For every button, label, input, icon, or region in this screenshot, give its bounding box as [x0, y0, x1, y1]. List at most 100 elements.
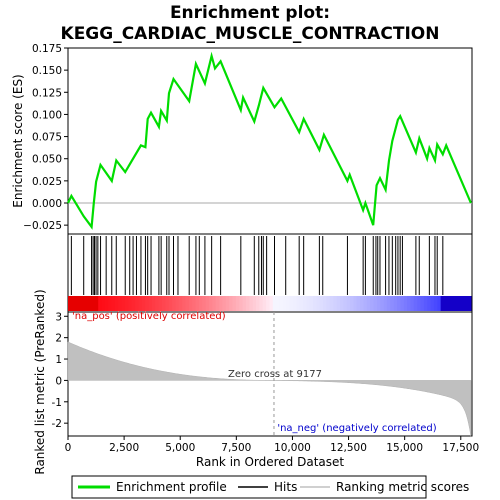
rank-bar-segment — [78, 296, 83, 311]
es-y-axis-label: Enrichment score (ES) — [11, 74, 25, 207]
rank-bar-segment — [242, 296, 247, 311]
rank-bar-segment — [182, 296, 187, 311]
hits-group — [70, 236, 444, 295]
rank-bar-segment — [360, 296, 365, 311]
rank-bar-segment — [125, 296, 130, 311]
rank-bar-segment — [145, 296, 150, 311]
x-tick-label: 10,000 — [274, 442, 311, 454]
rank-bar-segment — [158, 296, 163, 311]
rank-bar-segment — [178, 296, 183, 311]
es-y-tick-label: −0.025 — [23, 220, 62, 232]
rank-bar-segment — [289, 296, 294, 311]
rank-bar-segment — [198, 296, 203, 311]
rank-bar-segment — [326, 296, 331, 311]
rank-bar-segment — [151, 296, 156, 311]
rank-bar-segment — [339, 296, 344, 311]
rank-bar-segment — [202, 296, 207, 311]
es-curve — [67, 51, 472, 230]
rank-bar-segment — [108, 296, 113, 311]
rank-bar-segment — [370, 296, 375, 311]
rank-bar-segment — [454, 296, 459, 311]
x-axis-label: Rank in Ordered Dataset — [196, 455, 344, 469]
rank-bar-segment — [118, 296, 123, 311]
rank-bar-segment — [209, 296, 213, 311]
rank-bar-segment — [447, 296, 452, 311]
rank-bar-segment — [319, 296, 324, 311]
rank-bar-segment — [84, 296, 89, 311]
rank-color-bar — [68, 296, 472, 311]
es-curve-group — [67, 51, 472, 230]
rank-bar-segment — [440, 296, 445, 311]
metric-y-axis-label: Ranked list metric (PreRanked) — [33, 289, 47, 474]
rank-bar-segment — [460, 296, 465, 311]
es-y-tick-label: 0.000 — [32, 198, 62, 210]
rank-bar-segment — [403, 296, 408, 311]
x-axis: 0 2,500 5,000 7,500 10,000 12,500 15,000 17,500 — [65, 436, 479, 454]
rank-bar-segment — [128, 296, 133, 311]
legend-enrichment-label: Enrichment profile — [116, 480, 227, 494]
chart-title-line2: KEGG_CARDIAC_MUSCLE_CONTRACTION — [61, 24, 440, 44]
rank-bar-segment — [104, 296, 109, 311]
rank-bar-segment — [205, 296, 210, 311]
rank-bar-segment — [373, 296, 378, 311]
rank-bar-segment — [232, 296, 237, 311]
x-tick-label: 12,500 — [330, 442, 367, 454]
rank-bar-segment — [400, 296, 405, 311]
metric-group: -2 -1 0 1 2 3 — [52, 311, 472, 438]
rank-bar-segment — [433, 296, 438, 311]
rank-bar-segment — [316, 296, 321, 311]
rank-bar-segment — [410, 296, 415, 311]
rank-bar-segment — [380, 296, 385, 311]
rank-bar-segment — [74, 296, 79, 311]
metric-y-tick-label: -2 — [52, 418, 62, 430]
rank-bar-segment — [259, 296, 264, 311]
x-tick-label: 7,500 — [221, 442, 251, 454]
x-tick-label: 15,000 — [386, 442, 423, 454]
rank-bar-segment — [256, 296, 260, 311]
rank-bar-segment — [427, 296, 432, 311]
rank-bar-segment — [393, 296, 398, 311]
rank-bar-segment — [162, 296, 166, 311]
rank-bar-segment — [212, 296, 217, 311]
rank-bar-segment — [336, 296, 341, 311]
rank-bar-segment — [88, 296, 93, 311]
rank-bar-segment — [346, 296, 351, 311]
rank-bar-segment — [383, 296, 388, 311]
rank-bar-segment — [276, 296, 281, 311]
rank-bar-segment — [262, 296, 267, 311]
rank-bar-segment — [376, 296, 381, 311]
zero-cross-label: Zero cross at 9177 — [228, 369, 322, 380]
metric-y-tick-label: -1 — [52, 397, 62, 409]
rank-bar-segment — [423, 296, 428, 311]
rank-bar-segment — [165, 296, 170, 311]
rank-bar-segment — [309, 296, 314, 311]
es-axis: −0.025 0.000 0.025 0.050 0.075 0.100 0.125 0.15… — [23, 43, 472, 232]
rank-bar-segment — [450, 296, 455, 311]
rank-bar-segment — [292, 296, 297, 311]
metric-y-tick-label: 0 — [55, 375, 62, 387]
rank-bar-segment — [386, 296, 391, 311]
rank-bar-segment — [252, 296, 257, 311]
rank-bar-segment — [329, 296, 334, 311]
rank-bar-segment — [313, 296, 318, 311]
rank-bar-segment — [272, 296, 277, 311]
rank-bar-segment — [343, 296, 348, 311]
rank-bar-segment — [98, 296, 103, 311]
pos-label: 'na_pos' (positively correlated) — [72, 311, 226, 322]
es-y-tick-label: 0.100 — [32, 109, 62, 121]
rank-bar-segment — [91, 296, 96, 311]
rank-bar-segment — [188, 296, 193, 311]
es-y-tick-label: 0.150 — [32, 65, 62, 77]
rank-bar-segment — [356, 296, 361, 311]
rank-bar-segment — [138, 296, 143, 311]
rank-bar-segment — [68, 296, 72, 311]
rank-bar-segment — [282, 296, 287, 311]
rank-bar-segment — [71, 296, 76, 311]
x-tick-label: 17,500 — [442, 442, 479, 454]
rank-bar-segment — [286, 296, 291, 311]
rank-bar-segment — [94, 296, 99, 311]
rank-bar-segment — [192, 296, 197, 311]
metric-y-tick-label: 2 — [55, 333, 62, 345]
rank-bar-segment — [219, 296, 224, 311]
rank-bar-segment — [296, 296, 301, 311]
